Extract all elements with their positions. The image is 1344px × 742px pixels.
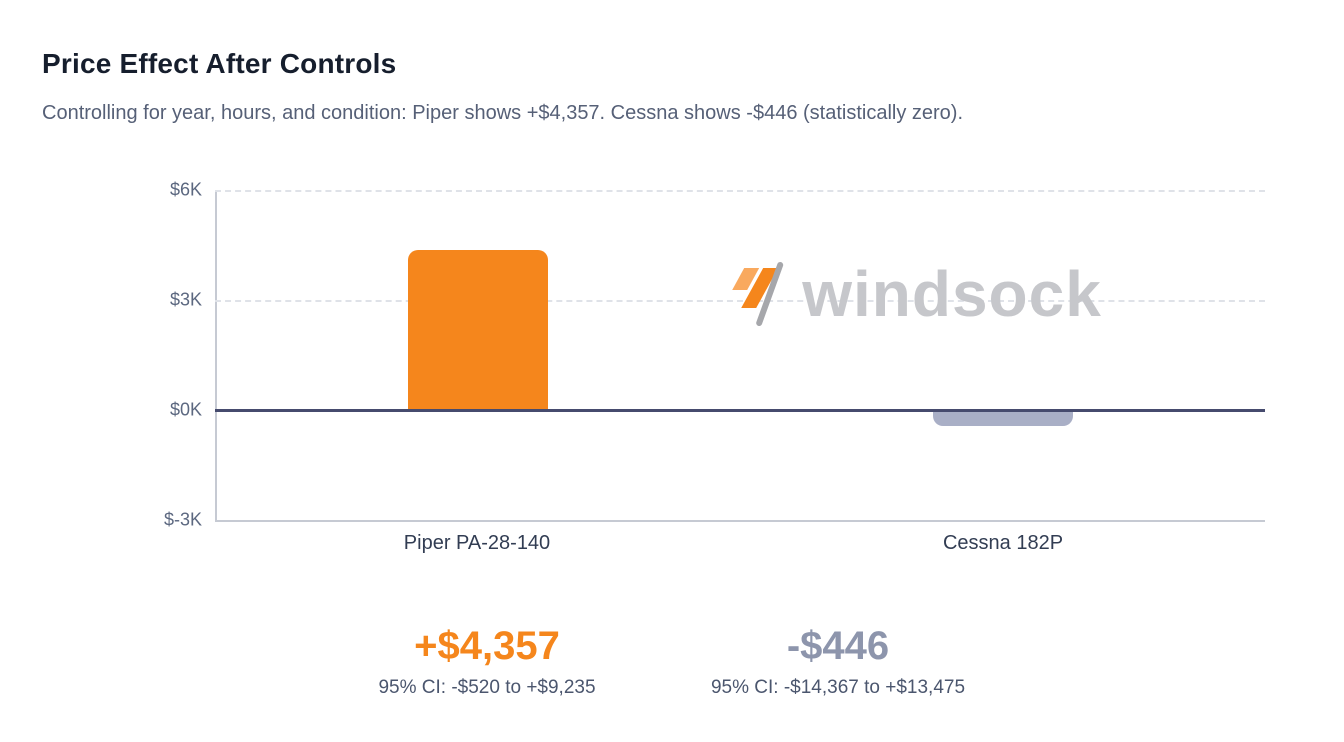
x-category-label-piper: Piper PA-28-140 — [403, 532, 551, 554]
stat-piper-value: +$4,357 — [414, 624, 560, 668]
x-category-label-cessna: Cessna 182P — [942, 532, 1064, 554]
y-tick-label: $-3K — [163, 509, 202, 530]
stat-cessna: -$446 95% CI: -$14,367 to +$13,475 — [711, 624, 965, 699]
zero-baseline — [215, 409, 1265, 412]
stat-cessna-value: -$446 — [786, 624, 890, 668]
stat-piper-ci: 95% CI: -$520 to +$9,235 — [378, 677, 596, 698]
stat-piper: +$4,357 95% CI: -$520 to +$9,235 — [378, 624, 595, 699]
gridline — [215, 300, 1265, 302]
bar-cessna — [932, 410, 1073, 427]
y-axis-line — [215, 190, 217, 520]
y-tick-label: $6K — [169, 179, 202, 200]
page-subtitle: Controlling for year, hours, and conditi… — [42, 102, 964, 124]
plot-area: windsock — [215, 190, 1265, 522]
gridline — [215, 520, 1265, 522]
y-tick-label: $3K — [169, 289, 202, 310]
bar-piper — [407, 250, 548, 410]
windsock-flag-icon — [732, 262, 784, 326]
stat-cessna-ci: 95% CI: -$14,367 to +$13,475 — [710, 677, 966, 698]
gridline — [215, 190, 1265, 192]
watermark: windsock — [716, 260, 1102, 328]
y-axis: $6K $3K $0K $-3K — [120, 180, 202, 530]
page-title: Price Effect After Controls — [42, 48, 397, 79]
watermark-text: windsock — [802, 258, 1102, 330]
y-tick-label: $0K — [169, 399, 202, 420]
